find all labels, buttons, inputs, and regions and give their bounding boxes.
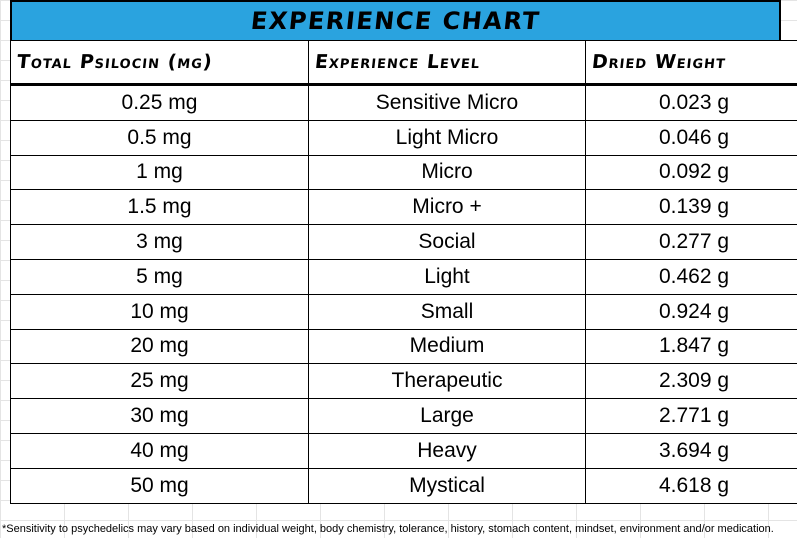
cell-experience[interactable]: Therapeutic <box>308 363 586 400</box>
header-total-psilocin[interactable]: Total Psilocin (mg) <box>10 40 309 86</box>
cell-experience[interactable]: Small <box>308 293 586 330</box>
cell-psilocin[interactable]: 25 mg <box>10 363 309 400</box>
cell-experience[interactable]: Light <box>308 258 586 295</box>
header-row: Total Psilocin (mg) Experience Level Dri… <box>10 40 797 86</box>
cell-psilocin[interactable]: 20 mg <box>10 328 309 365</box>
table-row: 0.5 mg Light Micro 0.046 g <box>10 119 797 156</box>
cell-experience[interactable]: Micro + <box>308 189 586 226</box>
cell-experience[interactable]: Medium <box>308 328 586 365</box>
table-row: 25 mg Therapeutic 2.309 g <box>10 363 797 400</box>
cell-weight[interactable]: 4.618 g <box>585 467 797 504</box>
cell-psilocin[interactable]: 0.25 mg <box>10 84 309 121</box>
cell-experience[interactable]: Social <box>308 224 586 260</box>
cell-weight[interactable]: 0.023 g <box>585 84 797 121</box>
cell-psilocin[interactable]: 1 mg <box>10 154 309 191</box>
cell-experience[interactable]: Mystical <box>308 467 586 504</box>
cell-weight[interactable]: 0.277 g <box>585 224 797 260</box>
table-row: 20 mg Medium 1.847 g <box>10 328 797 365</box>
chart-title-bar[interactable]: EXPERIENCE CHART <box>10 0 781 40</box>
cell-experience[interactable]: Heavy <box>308 432 586 469</box>
cell-psilocin[interactable]: 3 mg <box>10 224 309 260</box>
cell-psilocin[interactable]: 30 mg <box>10 398 309 434</box>
cell-experience[interactable]: Micro <box>308 154 586 191</box>
table-row: 50 mg Mystical 4.618 g <box>10 467 797 504</box>
chart-title: EXPERIENCE CHART <box>249 7 542 35</box>
cell-weight[interactable]: 2.771 g <box>585 398 797 434</box>
table-row: 0.25 mg Sensitive Micro 0.023 g <box>10 84 797 121</box>
cell-psilocin[interactable]: 5 mg <box>10 258 309 295</box>
cell-weight[interactable]: 0.924 g <box>585 293 797 330</box>
table-row: 3 mg Social 0.277 g <box>10 224 797 260</box>
cell-experience[interactable]: Sensitive Micro <box>308 84 586 121</box>
table-row: 10 mg Small 0.924 g <box>10 293 797 330</box>
table-row: 1 mg Micro 0.092 g <box>10 154 797 191</box>
cell-weight[interactable]: 1.847 g <box>585 328 797 365</box>
header-experience-level[interactable]: Experience Level <box>308 40 586 86</box>
cell-experience[interactable]: Light Micro <box>308 119 586 156</box>
disclaimer-footnote: *Sensitivity to psychedelics may vary ba… <box>2 523 774 535</box>
cell-psilocin[interactable]: 1.5 mg <box>10 189 309 226</box>
cell-weight[interactable]: 0.046 g <box>585 119 797 156</box>
header-dried-weight[interactable]: Dried Weight <box>585 40 797 86</box>
cell-weight[interactable]: 3.694 g <box>585 432 797 469</box>
cell-psilocin[interactable]: 10 mg <box>10 293 309 330</box>
cell-experience[interactable]: Large <box>308 398 586 434</box>
table-row: 1.5 mg Micro + 0.139 g <box>10 189 797 226</box>
cell-psilocin[interactable]: 50 mg <box>10 467 309 504</box>
cell-weight[interactable]: 0.462 g <box>585 258 797 295</box>
cell-weight[interactable]: 0.139 g <box>585 189 797 226</box>
cell-psilocin[interactable]: 40 mg <box>10 432 309 469</box>
experience-table: Total Psilocin (mg) Experience Level Dri… <box>10 40 797 504</box>
cell-weight[interactable]: 0.092 g <box>585 154 797 191</box>
table-row: 30 mg Large 2.771 g <box>10 398 797 434</box>
experience-chart: EXPERIENCE CHART Total Psilocin (mg) Exp… <box>10 0 797 504</box>
cell-weight[interactable]: 2.309 g <box>585 363 797 400</box>
table-row: 40 mg Heavy 3.694 g <box>10 432 797 469</box>
cell-psilocin[interactable]: 0.5 mg <box>10 119 309 156</box>
table-row: 5 mg Light 0.462 g <box>10 258 797 295</box>
